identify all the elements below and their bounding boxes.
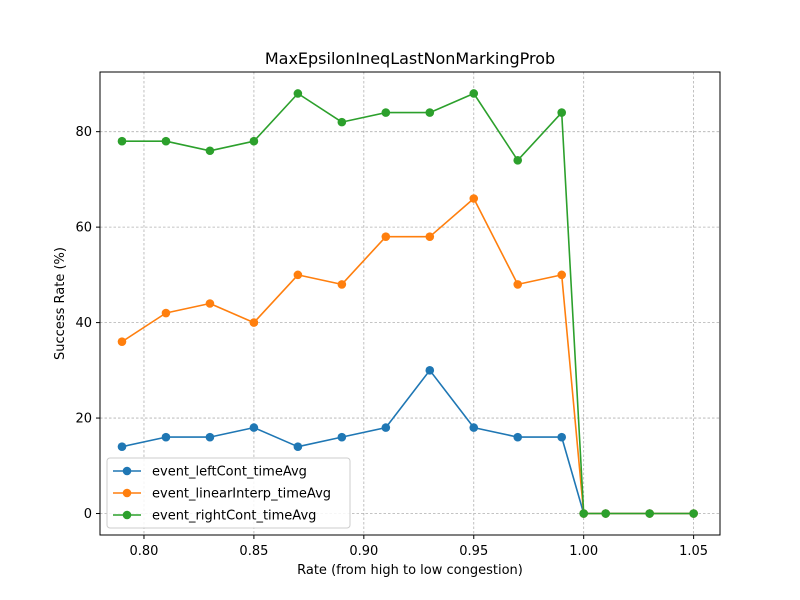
legend-marker (123, 467, 132, 476)
data-point (557, 433, 566, 442)
legend: event_leftCont_timeAvg event_linearInterp… (107, 458, 350, 528)
x-tick-label: 0.85 (239, 544, 268, 559)
data-point (338, 118, 347, 127)
data-point (601, 509, 610, 518)
y-tick-label: 40 (75, 316, 92, 331)
data-point (162, 309, 171, 318)
data-point (250, 318, 259, 327)
y-axis-label: Success Rate (%) (53, 247, 68, 360)
chart-title: MaxEpsilonIneqLastNonMarkingProb (265, 49, 555, 68)
legend-label: event_rightCont_timeAvg (152, 509, 316, 524)
data-point (645, 509, 654, 518)
data-point (162, 433, 171, 442)
data-point (557, 108, 566, 117)
data-point (469, 194, 478, 203)
data-point (162, 137, 171, 146)
data-point (513, 433, 522, 442)
data-point (513, 280, 522, 289)
data-point (382, 232, 391, 241)
data-point (425, 366, 434, 375)
data-point (118, 337, 127, 346)
data-point (294, 271, 303, 280)
data-point (689, 509, 698, 518)
data-point (338, 433, 347, 442)
data-point (579, 509, 588, 518)
y-tick-label: 60 (75, 221, 92, 236)
data-point (425, 232, 434, 241)
x-tick-label: 1.00 (569, 544, 598, 559)
data-point (206, 433, 215, 442)
y-tick-label: 20 (75, 412, 92, 427)
data-point (118, 442, 127, 451)
y-tick-label: 0 (84, 507, 92, 522)
data-point (206, 299, 215, 308)
data-point (294, 89, 303, 98)
legend-label: event_linearInterp_timeAvg (152, 487, 331, 502)
data-point (425, 108, 434, 117)
y-tick-label: 80 (75, 125, 92, 140)
x-tick-label: 0.95 (459, 544, 488, 559)
data-point (250, 423, 259, 432)
data-point (206, 146, 215, 155)
data-point (118, 137, 127, 146)
data-point (382, 423, 391, 432)
data-point (557, 271, 566, 280)
data-point (294, 442, 303, 451)
x-tick-label: 0.80 (129, 544, 158, 559)
data-point (338, 280, 347, 289)
x-axis-label: Rate (from high to low congestion) (297, 563, 523, 578)
x-tick-label: 0.90 (349, 544, 378, 559)
legend-marker (123, 511, 132, 520)
data-point (469, 89, 478, 98)
legend-label: event_leftCont_timeAvg (152, 465, 307, 480)
legend-marker (123, 489, 132, 498)
data-point (513, 156, 522, 165)
data-point (382, 108, 391, 117)
data-point (250, 137, 259, 146)
x-tick-label: 1.05 (679, 544, 708, 559)
data-point (469, 423, 478, 432)
